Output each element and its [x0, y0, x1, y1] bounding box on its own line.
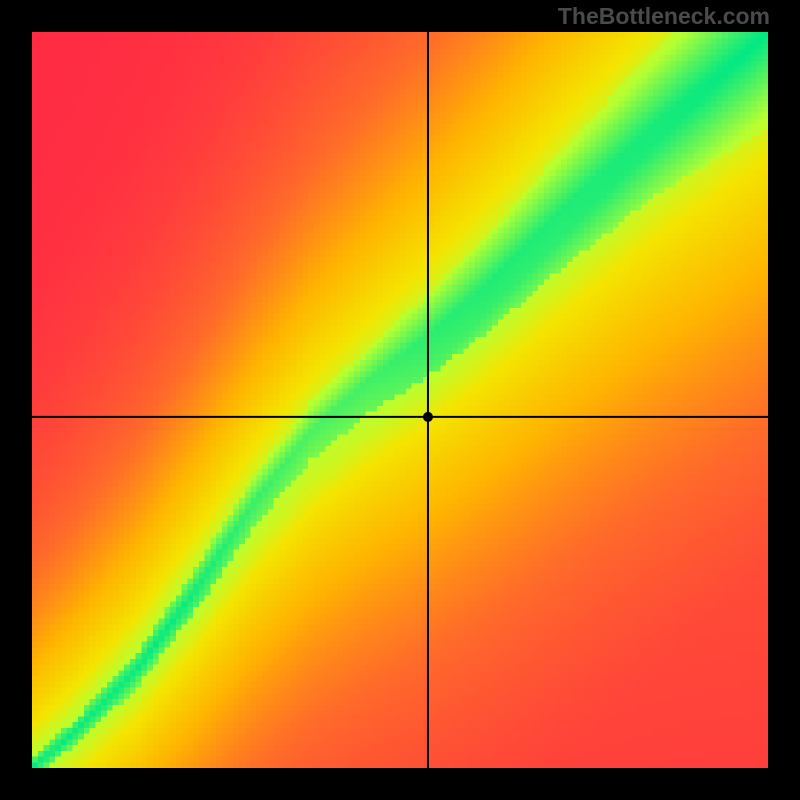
chart-container: TheBottleneck.com	[0, 0, 800, 800]
bottleneck-heatmap	[32, 32, 768, 768]
watermark-text: TheBottleneck.com	[558, 3, 770, 30]
